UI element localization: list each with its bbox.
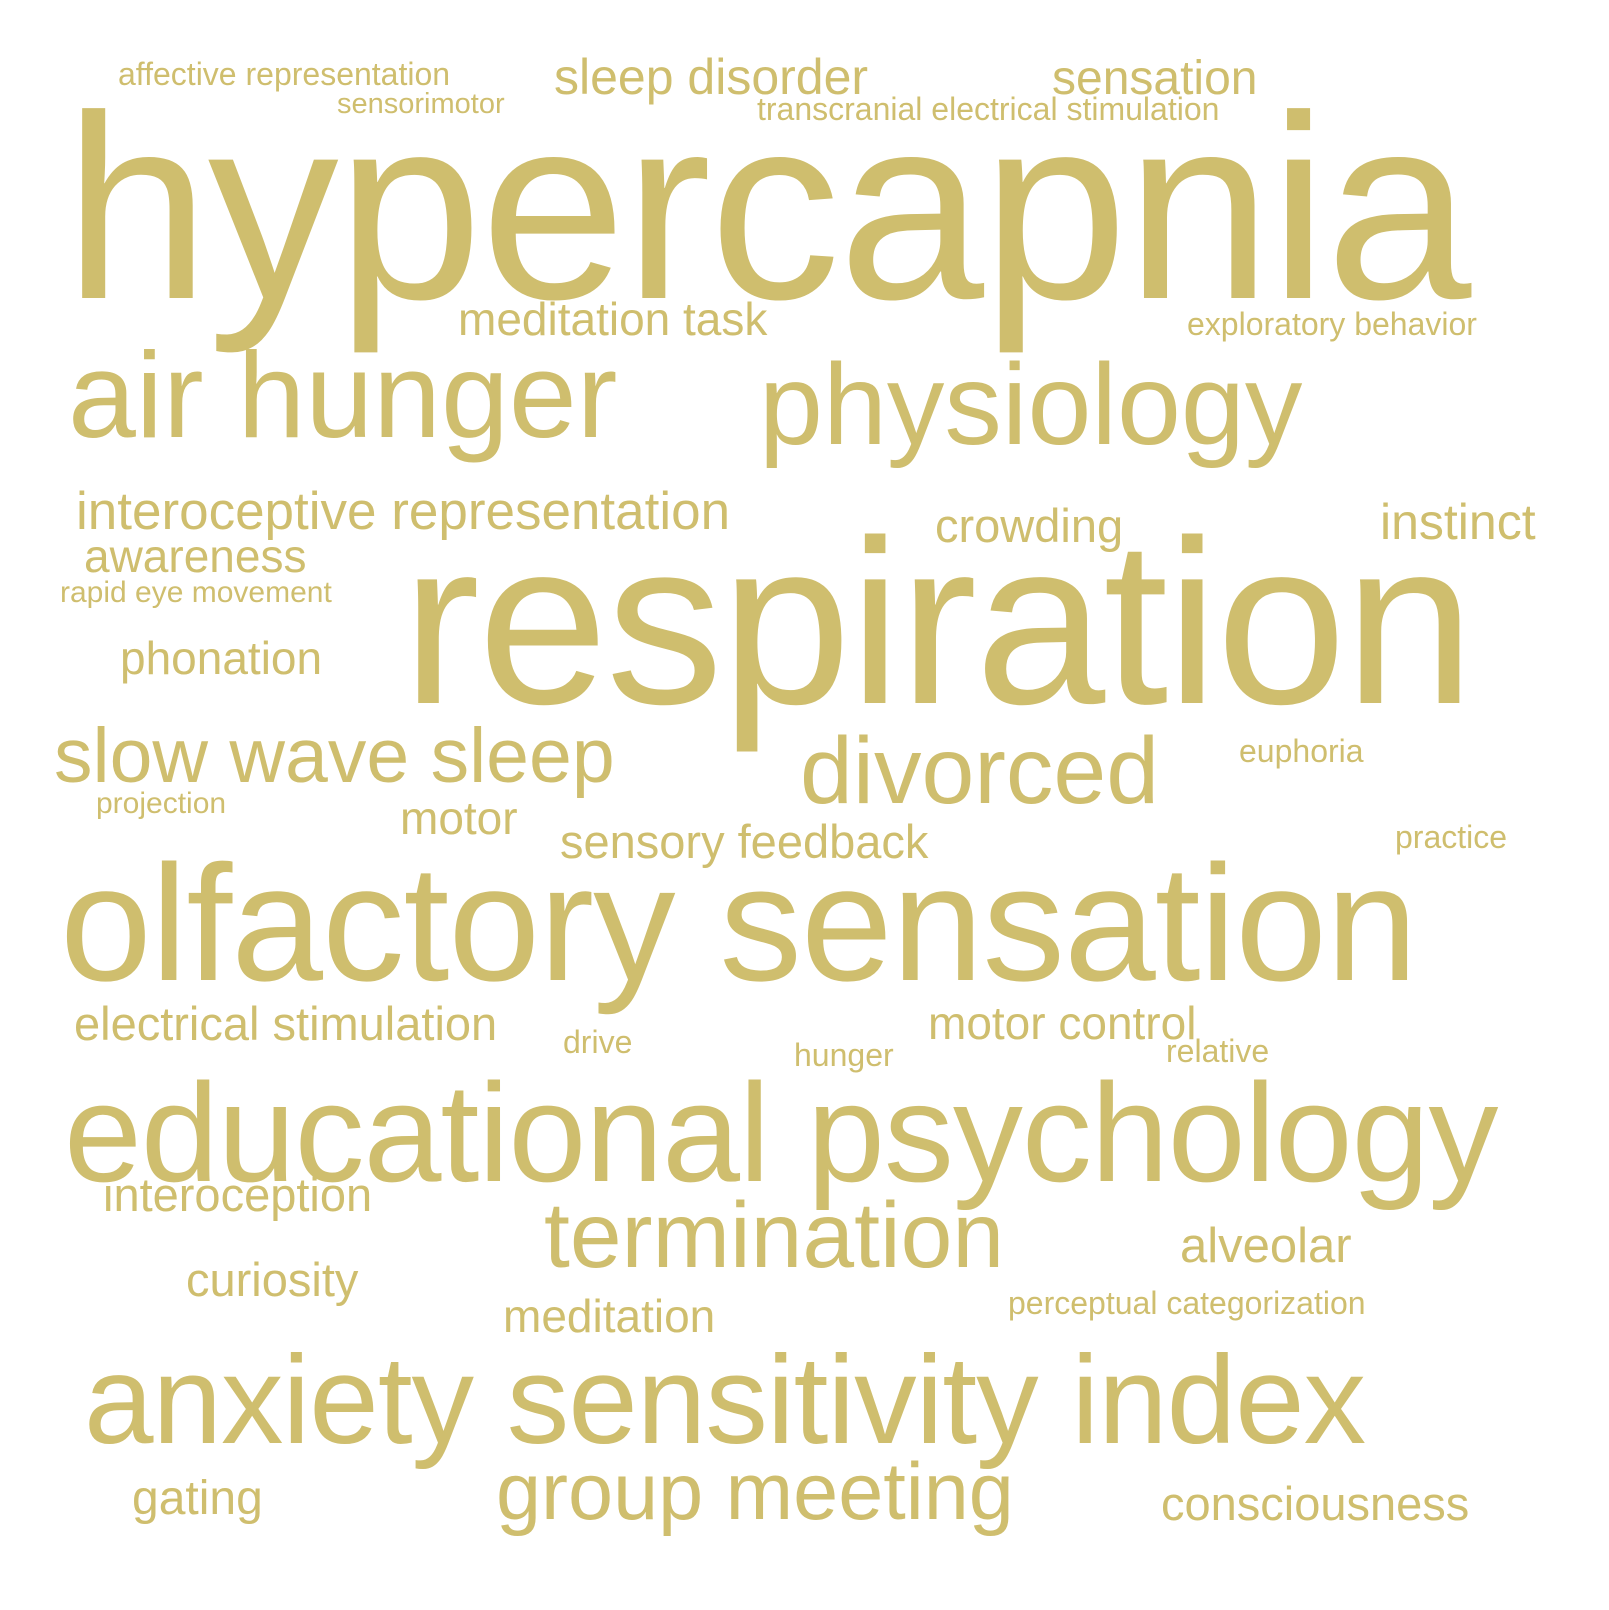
- word-interoceptive-representation: interoceptive representation: [76, 482, 731, 541]
- word-hunger: hunger: [794, 1037, 894, 1073]
- word-air-hunger: air hunger: [68, 327, 618, 463]
- word-perceptual-categorization: perceptual categorization: [1008, 1285, 1366, 1321]
- word-divorced: divorced: [800, 718, 1160, 824]
- word-exploratory-behavior: exploratory behavior: [1187, 306, 1477, 342]
- word-respiration: respiration: [402, 491, 1475, 753]
- word-meditation: meditation: [503, 1290, 716, 1342]
- word-educational-psychology: educational psychology: [64, 1054, 1498, 1211]
- word-interoception: interoception: [103, 1168, 373, 1221]
- word-practice: practice: [1395, 819, 1508, 855]
- word-relative: relative: [1166, 1033, 1270, 1069]
- word-rapid-eye-movement: rapid eye movement: [60, 576, 332, 609]
- word-projection: projection: [96, 787, 227, 820]
- word-awareness: awareness: [84, 530, 307, 582]
- word-transcranial-electrical-stimulation: transcranial electrical stimulation: [757, 91, 1220, 127]
- word-sleep-disorder: sleep disorder: [554, 49, 869, 105]
- word-drive: drive: [563, 1024, 633, 1060]
- word-euphoria: euphoria: [1239, 733, 1364, 769]
- word-hypercapnia: hypercapnia: [64, 61, 1471, 354]
- word-instinct: instinct: [1380, 494, 1536, 550]
- word-crowding: crowding: [935, 499, 1124, 552]
- word-slow-wave-sleep: slow wave sleep: [54, 713, 615, 799]
- word-meditation-task: meditation task: [458, 293, 768, 345]
- word-motor-control: motor control: [928, 997, 1197, 1049]
- word-affective-representation: affective representation: [118, 56, 451, 92]
- word-alveolar: alveolar: [1180, 1219, 1352, 1273]
- word-termination: termination: [544, 1183, 1005, 1287]
- word-sensory-feedback: sensory feedback: [560, 815, 929, 868]
- word-group-meeting: group meeting: [496, 1447, 1014, 1537]
- word-electrical-stimulation: electrical stimulation: [74, 997, 498, 1050]
- word-olfactory-sensation: olfactory sensation: [60, 831, 1418, 1015]
- word-sensation: sensation: [1052, 52, 1258, 105]
- word-gating: gating: [132, 1472, 263, 1525]
- word-sensorimotor: sensorimotor: [337, 88, 505, 120]
- word-anxiety-sensitivity-index: anxiety sensitivity index: [84, 1331, 1366, 1470]
- word-phonation: phonation: [120, 632, 323, 684]
- word-curiosity: curiosity: [186, 1253, 359, 1306]
- word-consciousness: consciousness: [1161, 1477, 1470, 1530]
- word-motor: motor: [400, 792, 518, 844]
- word-physiology: physiology: [759, 341, 1303, 469]
